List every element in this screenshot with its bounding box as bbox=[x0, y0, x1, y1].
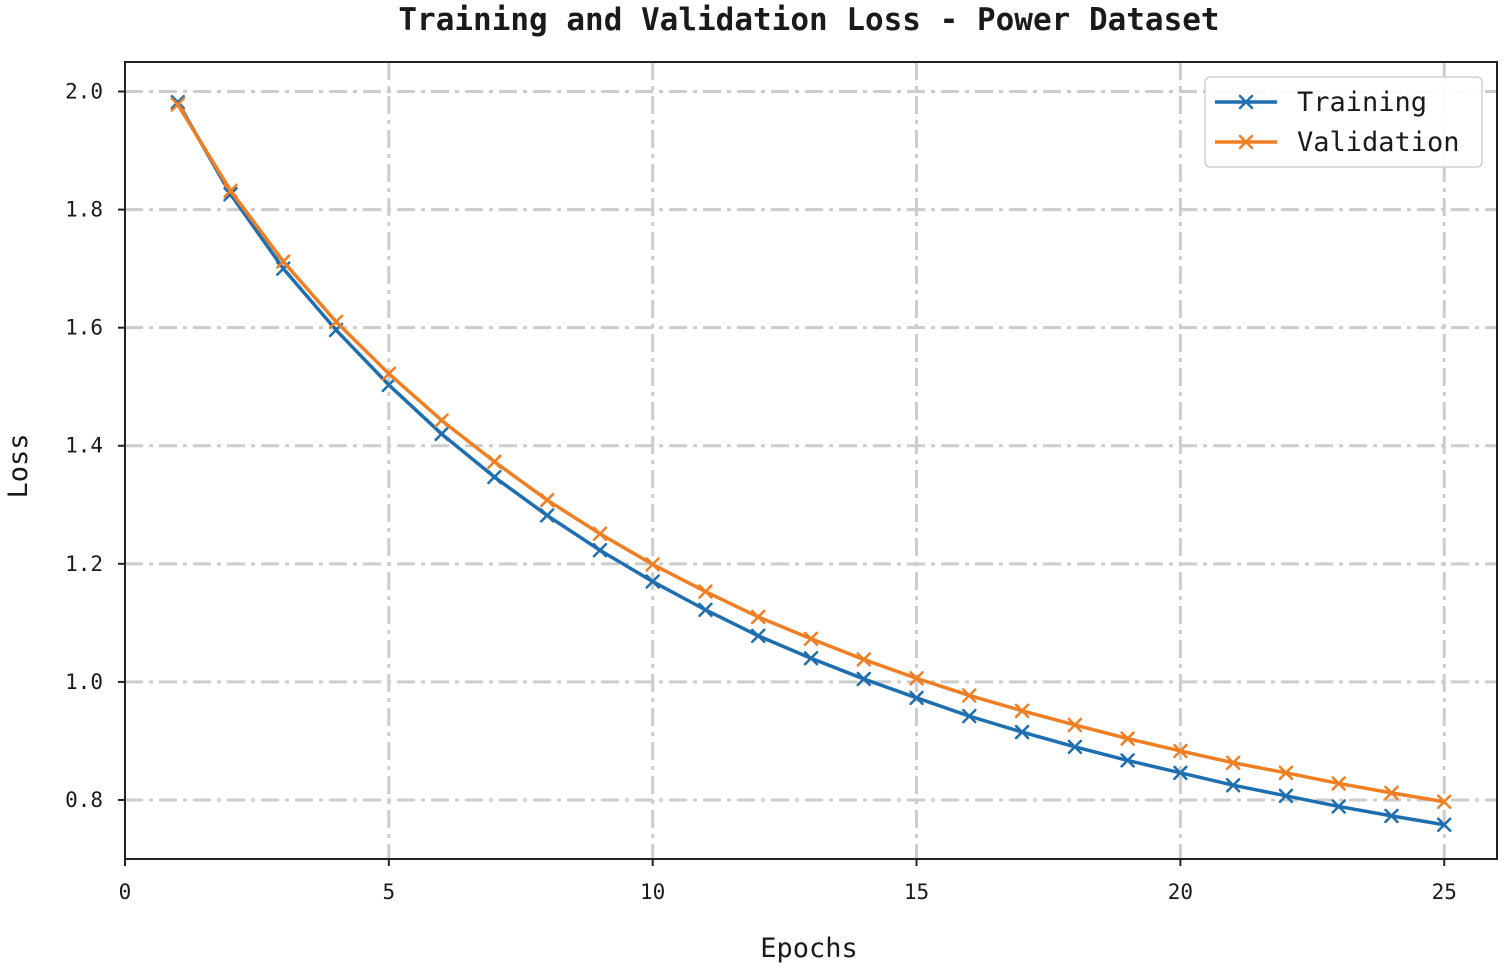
y-axis-label: Loss bbox=[3, 433, 34, 498]
training-point bbox=[645, 574, 660, 589]
validation-point bbox=[962, 688, 977, 703]
validation-point bbox=[698, 584, 713, 599]
validation-series bbox=[170, 97, 1452, 809]
validation-point bbox=[276, 254, 291, 269]
training-point bbox=[1014, 724, 1030, 740]
validation-point bbox=[1225, 755, 1241, 771]
validation-point bbox=[328, 314, 344, 330]
validation-point bbox=[856, 652, 872, 667]
x-tick-label: 5 bbox=[383, 880, 396, 904]
validation-point bbox=[487, 454, 502, 469]
validation-point bbox=[1384, 785, 1399, 801]
validation-point bbox=[1331, 776, 1346, 791]
y-tick-label: 1.8 bbox=[65, 198, 103, 222]
legend-item-validation: Validation bbox=[1215, 127, 1460, 158]
legend-marker-training bbox=[1238, 94, 1254, 110]
chart-title: Training and Validation Loss - Power Dat… bbox=[398, 2, 1219, 38]
validation-point bbox=[1120, 731, 1135, 746]
x-tick-label: 0 bbox=[119, 880, 132, 904]
training-point bbox=[1120, 753, 1135, 768]
training-point bbox=[1384, 808, 1399, 824]
validation-point bbox=[170, 97, 186, 112]
training-point bbox=[487, 469, 502, 485]
training-point bbox=[962, 708, 977, 724]
y-tick-label: 1.4 bbox=[65, 434, 103, 458]
validation-point bbox=[1173, 743, 1188, 759]
x-axis-label: Epochs bbox=[760, 933, 858, 964]
validation-point bbox=[434, 413, 449, 428]
validation-point bbox=[1014, 703, 1030, 719]
training-point bbox=[434, 426, 449, 442]
training-point bbox=[1067, 739, 1083, 755]
training-point bbox=[909, 690, 924, 706]
training-point bbox=[698, 602, 713, 618]
training-point bbox=[1436, 817, 1452, 833]
x-tick-label: 15 bbox=[904, 880, 929, 904]
validation-point bbox=[381, 366, 397, 381]
validation-point bbox=[1436, 794, 1452, 809]
validation-point bbox=[223, 183, 238, 198]
plot-frame bbox=[124, 61, 1498, 860]
training-point bbox=[170, 94, 186, 110]
validation-point bbox=[1067, 717, 1083, 733]
training-point bbox=[856, 671, 872, 687]
training-point bbox=[539, 508, 555, 523]
y-tick-label: 1.2 bbox=[65, 552, 103, 576]
validation-point bbox=[539, 492, 555, 508]
y-tick-label: 0.8 bbox=[65, 788, 103, 812]
validation-point bbox=[1278, 765, 1294, 781]
training-point bbox=[381, 377, 397, 393]
validation-point bbox=[909, 671, 924, 686]
legend-box bbox=[1204, 76, 1483, 168]
legend-marker-validation bbox=[1238, 134, 1254, 150]
training-point bbox=[1278, 788, 1294, 804]
training-point bbox=[1331, 799, 1346, 814]
training-series bbox=[170, 94, 1452, 833]
legend-label-training: Training bbox=[1297, 87, 1427, 118]
validation-point bbox=[645, 557, 660, 572]
x-tick-label: 25 bbox=[1432, 880, 1457, 904]
series-layer bbox=[170, 94, 1452, 833]
training-point bbox=[1173, 765, 1188, 781]
y-tick-label: 1.0 bbox=[65, 670, 103, 694]
validation-point bbox=[592, 526, 608, 541]
x-tick-label: 20 bbox=[1168, 880, 1193, 904]
validation-point bbox=[803, 631, 819, 647]
training-point bbox=[803, 651, 819, 666]
y-tick-label: 2.0 bbox=[65, 80, 103, 104]
x-tick-label: 10 bbox=[640, 880, 665, 904]
training-point bbox=[1225, 777, 1241, 793]
legend-label-validation: Validation bbox=[1297, 127, 1460, 158]
y-tick-label: 1.6 bbox=[65, 316, 103, 340]
axis-ticks: 0 5 10 15 20 25 0.8 1.0 1.2 1.4 1.6 1.8 2.0 bbox=[65, 80, 1457, 904]
training-point bbox=[592, 542, 608, 558]
grid-lines bbox=[125, 62, 1497, 859]
validation-point bbox=[750, 609, 766, 625]
legend: Training Validation bbox=[1204, 76, 1483, 168]
legend-item-training: Training bbox=[1215, 87, 1427, 118]
training-point bbox=[750, 628, 766, 644]
